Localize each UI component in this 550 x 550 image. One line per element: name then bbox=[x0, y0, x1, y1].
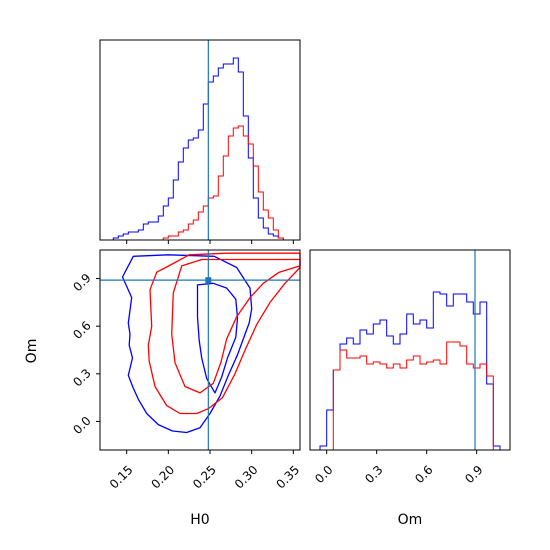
h0-om-contours bbox=[121, 252, 301, 434]
om-x-axis-label: Om bbox=[398, 512, 423, 528]
h0-histogram-ticks bbox=[126, 240, 294, 244]
h0-om-frame bbox=[99, 249, 301, 451]
contour-blue-inner bbox=[196, 282, 239, 394]
contour-red-inner bbox=[171, 258, 301, 394]
h0-histogram-panel bbox=[99, 39, 301, 244]
h0-histogram-series-1 bbox=[103, 57, 299, 241]
h0-axis-label: H0 bbox=[190, 512, 209, 528]
om-histogram-frame bbox=[309, 249, 511, 451]
h0-histogram-frame bbox=[99, 39, 301, 241]
h0-om-truth-marker bbox=[205, 277, 212, 284]
om-histogram-series bbox=[313, 291, 507, 451]
om-y-axis-label: Om bbox=[24, 339, 40, 364]
om-histogram-series-1 bbox=[313, 291, 507, 451]
om-histogram-series-2 bbox=[313, 341, 507, 451]
contour-blue-outer bbox=[121, 254, 253, 434]
